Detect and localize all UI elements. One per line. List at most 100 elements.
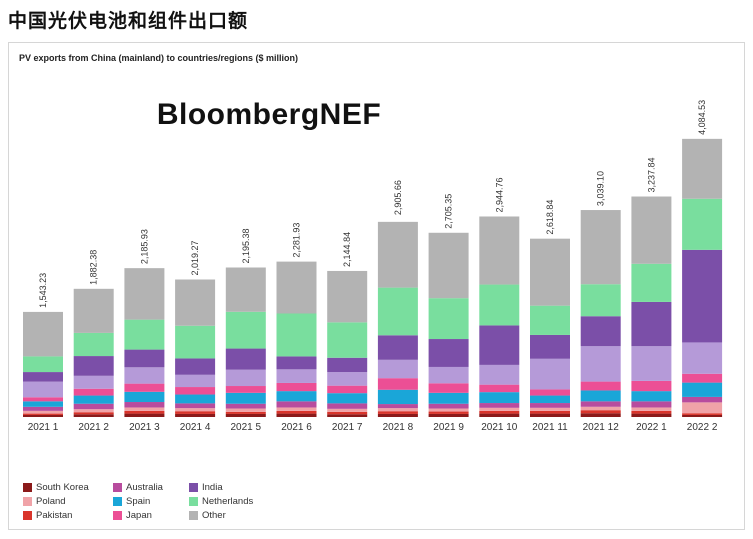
bar-segment-australia — [23, 406, 63, 411]
bar-segment-netherlands — [327, 322, 368, 358]
bar-segment-spain — [175, 394, 216, 404]
bar-segment-india — [479, 325, 520, 365]
bar-segment-poland — [175, 408, 216, 412]
bar-segment-netherlands — [479, 284, 520, 326]
legend-label: Australia — [126, 482, 163, 493]
total-data-label: 2,281.93 — [292, 223, 302, 258]
bar-segment-spain — [530, 395, 570, 404]
bar-segment-poland — [631, 407, 672, 411]
bar-segment-pakistan — [175, 411, 216, 414]
bar-segment-south-korea — [276, 413, 317, 417]
bar-segment-india — [175, 358, 216, 375]
legend-swatch — [189, 497, 198, 506]
bar-segment-south-korea — [631, 413, 672, 417]
bar-segment-spain — [479, 392, 520, 404]
bar-segment-australia — [124, 402, 165, 408]
bar-segment-india — [73, 356, 114, 376]
brand-logo-text: BloombergNEF — [156, 98, 382, 131]
total-data-label: 2,905.66 — [393, 180, 403, 215]
legend-label: Spain — [126, 496, 151, 507]
bar-segment-india — [530, 334, 570, 359]
bar-segment-other — [225, 267, 266, 312]
bar-segment-poland — [580, 406, 621, 411]
x-tick-label: 2021 3 — [129, 422, 160, 433]
total-data-label: 2,944.76 — [494, 177, 504, 212]
bar-segment-australia — [225, 403, 266, 409]
bar-segment-japan — [225, 386, 266, 393]
bar-segment-other — [631, 196, 672, 264]
bar-segment-south-korea — [124, 413, 165, 417]
total-data-label: 2,618.84 — [545, 200, 555, 235]
total-data-label: 4,084.53 — [697, 100, 707, 135]
bar-segment-south-korea — [479, 413, 520, 417]
bar-segment-south-korea — [23, 414, 63, 417]
bar-segment-india — [631, 301, 672, 347]
x-tick-label: 2021 11 — [532, 422, 568, 433]
total-data-label: 2,705.35 — [444, 194, 454, 229]
legend-item-netherlands: Netherlands — [189, 496, 253, 507]
bar-segment-south-korea — [377, 413, 418, 417]
bar-segment-spain — [428, 392, 469, 404]
bar-segment-india — [124, 349, 165, 368]
legend-swatch — [23, 483, 32, 492]
bar-segment-south-korea — [73, 414, 114, 417]
chart-title: PV exports from China (mainland) to coun… — [19, 53, 299, 63]
x-tick-label: 2021 5 — [231, 422, 262, 433]
bar-segment-japan — [631, 380, 672, 392]
legend-item-other: Other — [189, 510, 226, 521]
legend-label: Netherlands — [202, 496, 254, 507]
legend-label: Other — [202, 510, 226, 521]
legend-item-pakistan: Pakistan — [23, 510, 72, 521]
bar-segment-other — [124, 268, 165, 320]
x-tick-label: 2021 12 — [583, 422, 620, 433]
bar-segment-spain — [580, 390, 621, 402]
legend-item-australia: Australia — [113, 482, 163, 493]
bar-segment-pakistan — [428, 411, 469, 414]
bar-segment-japan — [479, 384, 520, 393]
bar-segment-australia — [530, 403, 570, 408]
bar-segment-other — [479, 216, 520, 285]
legend-item-poland: Poland — [23, 496, 66, 507]
bar-segment-poland — [225, 408, 266, 412]
legend-swatch — [113, 511, 122, 520]
total-data-label: 2,144.84 — [342, 232, 352, 267]
bar-segment-other2 — [580, 346, 621, 382]
bar-segment-spain — [682, 382, 723, 397]
bar-segment-pakistan — [631, 410, 672, 414]
bar-segment-spain — [276, 391, 317, 402]
bar-segment-south-korea — [225, 413, 266, 417]
bar-segment-other — [580, 210, 621, 285]
bar-segment-pakistan — [276, 410, 317, 414]
total-data-label: 3,039.10 — [596, 171, 606, 206]
bar-segment-poland — [428, 408, 469, 412]
bar-segment-pakistan — [327, 411, 368, 415]
x-tick-label: 2021 8 — [383, 422, 414, 433]
bar-segment-pakistan — [530, 410, 570, 414]
bar-segment-other2 — [225, 369, 266, 387]
bar-segment-spain — [73, 395, 114, 404]
bar-segment-pakistan — [682, 413, 723, 415]
total-data-label: 1,543.23 — [38, 273, 48, 308]
bar-segment-india — [23, 372, 63, 382]
legend-item-india: India — [189, 482, 223, 493]
bar-segment-other2 — [276, 369, 317, 383]
x-tick-label: 2022 1 — [636, 422, 667, 433]
bar-segment-spain — [23, 401, 63, 407]
bar-segment-india — [428, 339, 469, 367]
bar-segment-japan — [175, 387, 216, 395]
bar-segment-pakistan — [377, 411, 418, 414]
bar-segment-australia — [479, 403, 520, 408]
bar-segment-other — [327, 270, 368, 323]
legend-label: South Korea — [36, 482, 89, 493]
x-tick-label: 2021 7 — [332, 422, 363, 433]
bar-segment-india — [580, 316, 621, 347]
bar-segment-pakistan — [23, 413, 63, 415]
bar-segment-pakistan — [73, 412, 114, 415]
legend-swatch — [23, 511, 32, 520]
bar-segment-other — [23, 311, 63, 357]
chart-legend: South Korea Poland Pakistan Australia Spain J… — [23, 482, 423, 527]
bar-segment-japan — [428, 383, 469, 393]
bar-segment-australia — [428, 403, 469, 409]
bar-segment-spain — [225, 392, 266, 404]
bar-segment-japan — [682, 373, 723, 383]
